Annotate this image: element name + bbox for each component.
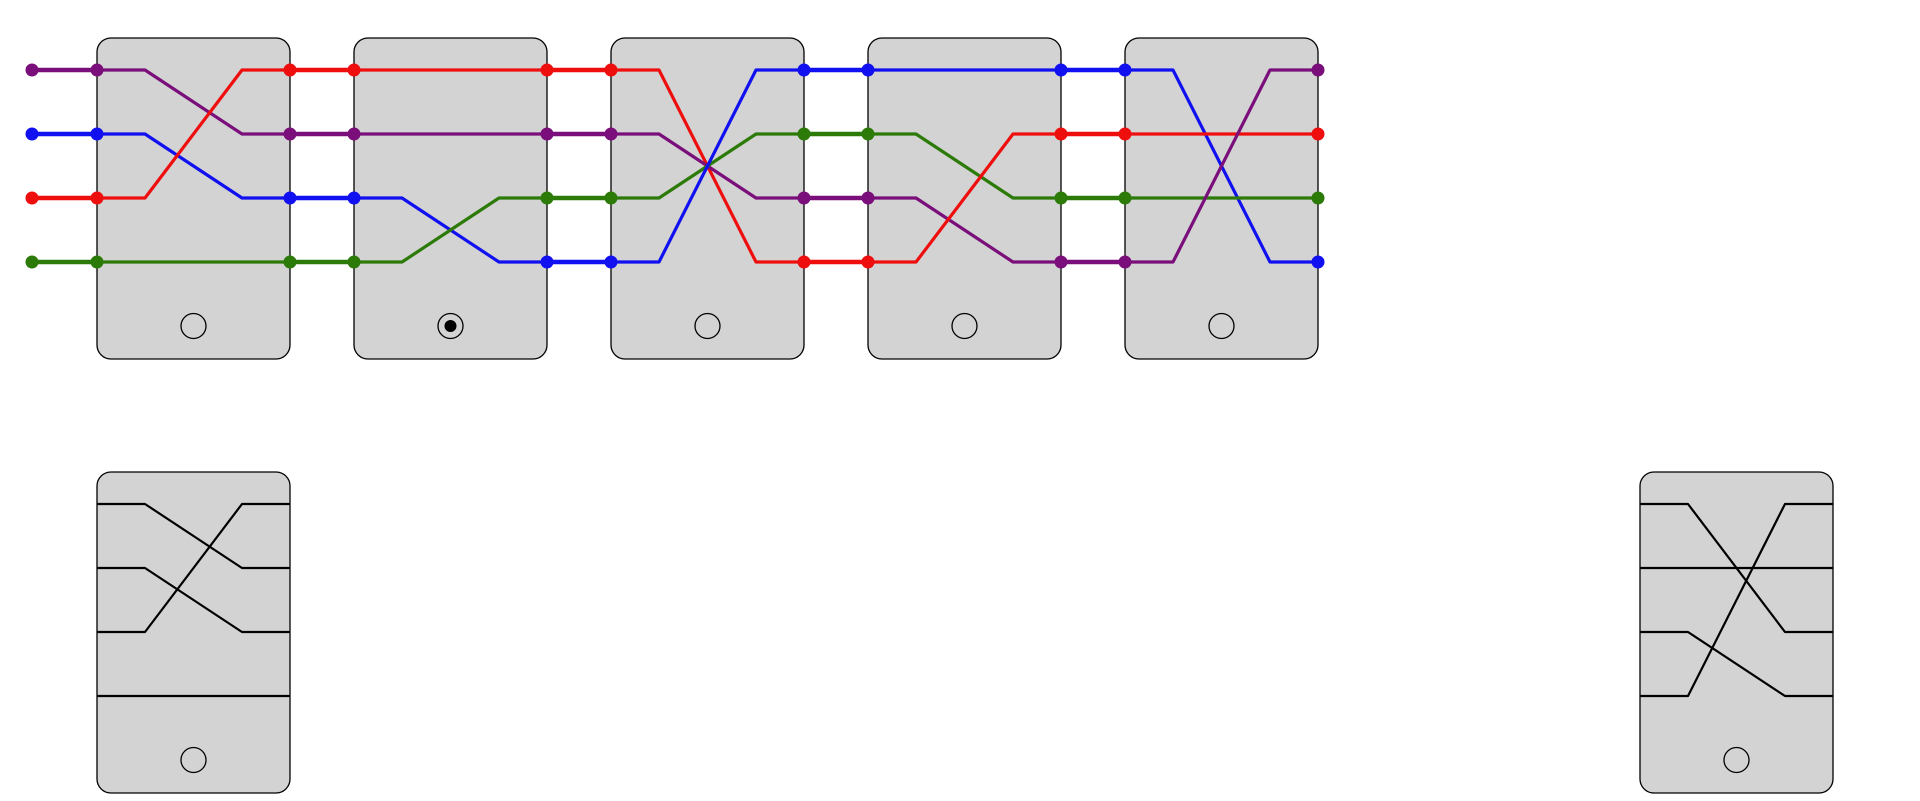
port-node [90, 63, 104, 77]
port-node [1311, 191, 1325, 205]
port-node [347, 127, 361, 141]
port-node [861, 63, 875, 77]
pattern-line [97, 502, 290, 570]
node-layer [25, 63, 1325, 269]
port-node [604, 255, 618, 269]
tile-select-radio[interactable] [437, 312, 464, 340]
wire-segment [95, 68, 292, 200]
wire-segment [866, 132, 1063, 264]
port-node [283, 127, 297, 141]
pattern-line [1640, 630, 1833, 698]
wire-segment [95, 68, 292, 136]
wire-layer [95, 68, 1320, 264]
pattern-line [97, 566, 290, 634]
port-node [540, 255, 554, 269]
port-node [347, 63, 361, 77]
port-node [604, 127, 618, 141]
spare-pieces [96, 471, 1834, 794]
tile-chain [25, 37, 1325, 360]
wire-segment [1123, 68, 1320, 264]
port-node [1054, 191, 1068, 205]
port-node [1054, 127, 1068, 141]
port-node [540, 191, 554, 205]
wire-segment [352, 196, 549, 264]
port-node [1118, 191, 1132, 205]
port-node [540, 127, 554, 141]
input-node [25, 255, 39, 269]
wire-segment [95, 132, 292, 200]
port-node [861, 255, 875, 269]
port-node [283, 255, 297, 269]
wire-segment [609, 68, 806, 264]
port-node [347, 255, 361, 269]
port-node [283, 191, 297, 205]
port-node [540, 63, 554, 77]
wire-segment [866, 196, 1063, 264]
port-node [1311, 255, 1325, 269]
spare-piece-left[interactable] [96, 471, 291, 794]
port-node [797, 127, 811, 141]
port-node [861, 127, 875, 141]
port-node [90, 127, 104, 141]
port-node [1118, 127, 1132, 141]
tile-select-radio[interactable] [1723, 746, 1750, 774]
port-node [1054, 255, 1068, 269]
tile-select-radio[interactable] [180, 312, 207, 340]
input-node [25, 63, 39, 77]
port-node [347, 191, 361, 205]
port-node [861, 191, 875, 205]
tile-select-radio[interactable] [694, 312, 721, 340]
port-node [1311, 63, 1325, 77]
pattern-line [1640, 502, 1833, 698]
port-node [283, 63, 297, 77]
port-node [1311, 127, 1325, 141]
port-node [90, 191, 104, 205]
port-node [90, 255, 104, 269]
port-node [1118, 63, 1132, 77]
input-node [25, 127, 39, 141]
port-node [797, 63, 811, 77]
port-node [604, 63, 618, 77]
port-node [797, 191, 811, 205]
port-node [1054, 63, 1068, 77]
tile-select-radio[interactable] [1208, 312, 1235, 340]
wire-segment [866, 132, 1063, 200]
port-node [604, 191, 618, 205]
port-node [797, 255, 811, 269]
tile-select-radio[interactable] [951, 312, 978, 340]
spare-piece-right[interactable] [1639, 471, 1834, 794]
input-node [25, 191, 39, 205]
pattern-line [97, 502, 290, 634]
port-node [1118, 255, 1132, 269]
radio-selected-dot-icon [444, 320, 457, 332]
tile-select-radio[interactable] [180, 746, 207, 774]
